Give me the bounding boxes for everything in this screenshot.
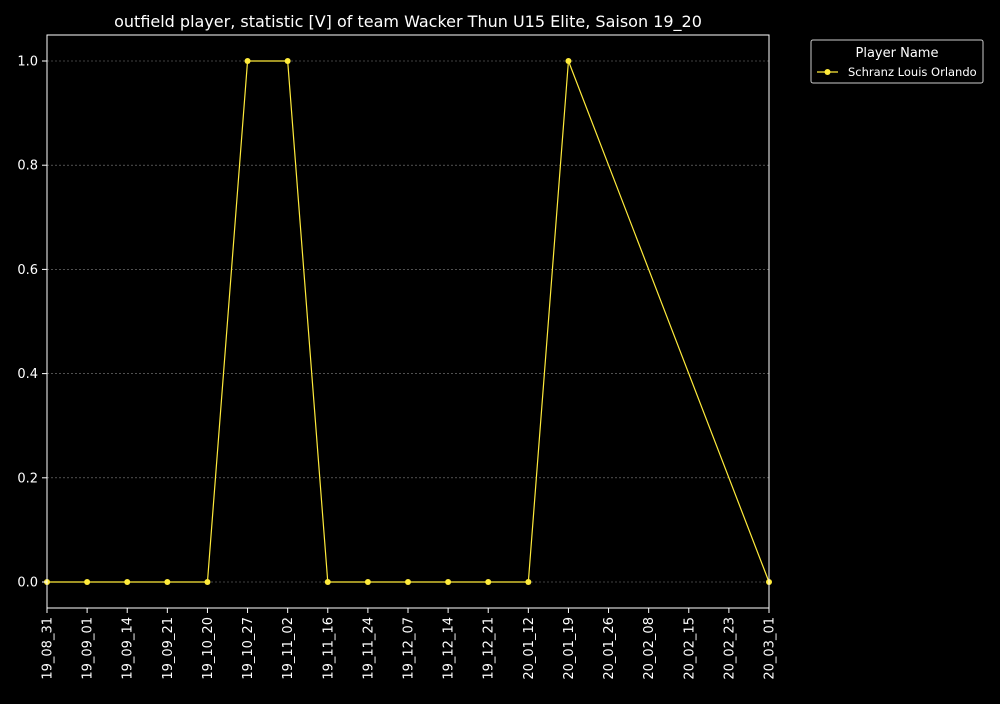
legend[interactable]: Player Name Schranz Louis Orlando — [810, 39, 984, 84]
data-point[interactable] — [84, 579, 91, 585]
data-point[interactable] — [445, 579, 452, 585]
y-tick-label: 0.8 — [17, 159, 38, 174]
x-tick-label: 19_08_31 — [41, 617, 56, 680]
x-tick-label: 19_10_20 — [201, 617, 216, 680]
data-point[interactable] — [164, 579, 171, 585]
x-tick-label: 19_11_24 — [361, 617, 376, 680]
series-layer — [44, 58, 772, 585]
grid-lines — [47, 60, 769, 583]
y-tick-label: 0.2 — [17, 471, 38, 486]
data-point[interactable] — [204, 579, 211, 585]
plot-frame — [46, 34, 770, 609]
x-tick-label: 19_09_21 — [161, 617, 176, 680]
y-tick-label: 0.0 — [17, 576, 38, 591]
data-point[interactable] — [284, 58, 291, 64]
data-point[interactable] — [244, 58, 251, 64]
x-tick-label: 19_12_21 — [482, 617, 497, 680]
x-tick-label: 20_01_26 — [602, 617, 617, 680]
x-tick-label: 20_01_19 — [562, 617, 577, 680]
series-line — [47, 60, 770, 583]
data-point[interactable] — [364, 579, 371, 585]
x-tick-label: 19_11_02 — [281, 617, 296, 680]
y-tick-label: 1.0 — [17, 55, 38, 70]
x-tick-label: 19_09_01 — [81, 617, 96, 680]
data-point[interactable] — [485, 579, 492, 585]
x-tick-label: 19_10_27 — [241, 617, 256, 680]
data-point[interactable] — [124, 579, 131, 585]
y-axis: 0.0 0.2 0.4 0.6 0.8 1.0 — [17, 55, 47, 591]
x-tick-label: 19_11_16 — [321, 617, 336, 680]
legend-box — [810, 39, 984, 84]
y-tick-label: 0.6 — [17, 263, 38, 278]
x-tick-label: 20_03_01 — [763, 617, 778, 680]
data-point[interactable] — [525, 579, 532, 585]
legend-series-label: Schranz Louis Orlando — [848, 65, 977, 79]
chart-title: outfield player, statistic [V] of team W… — [114, 12, 702, 32]
data-point[interactable] — [324, 579, 331, 585]
data-point[interactable] — [405, 579, 411, 585]
legend-series-marker — [824, 69, 831, 75]
x-tick-label: 19_12_07 — [402, 617, 417, 680]
x-tick-label: 20_01_12 — [522, 617, 537, 680]
x-tick-label: 20_02_08 — [642, 617, 657, 680]
x-tick-label: 20_02_23 — [722, 617, 737, 680]
x-axis: 19_08_31 19_09_01 19_09_14 19_09_21 19_10_20… — [41, 608, 778, 680]
data-point[interactable] — [565, 58, 572, 64]
x-tick-label: 19_09_14 — [121, 617, 136, 680]
legend-title: Player Name — [856, 46, 939, 61]
y-tick-label: 0.4 — [17, 367, 38, 382]
x-tick-label: 19_12_14 — [442, 617, 457, 680]
x-tick-label: 20_02_15 — [682, 617, 697, 680]
